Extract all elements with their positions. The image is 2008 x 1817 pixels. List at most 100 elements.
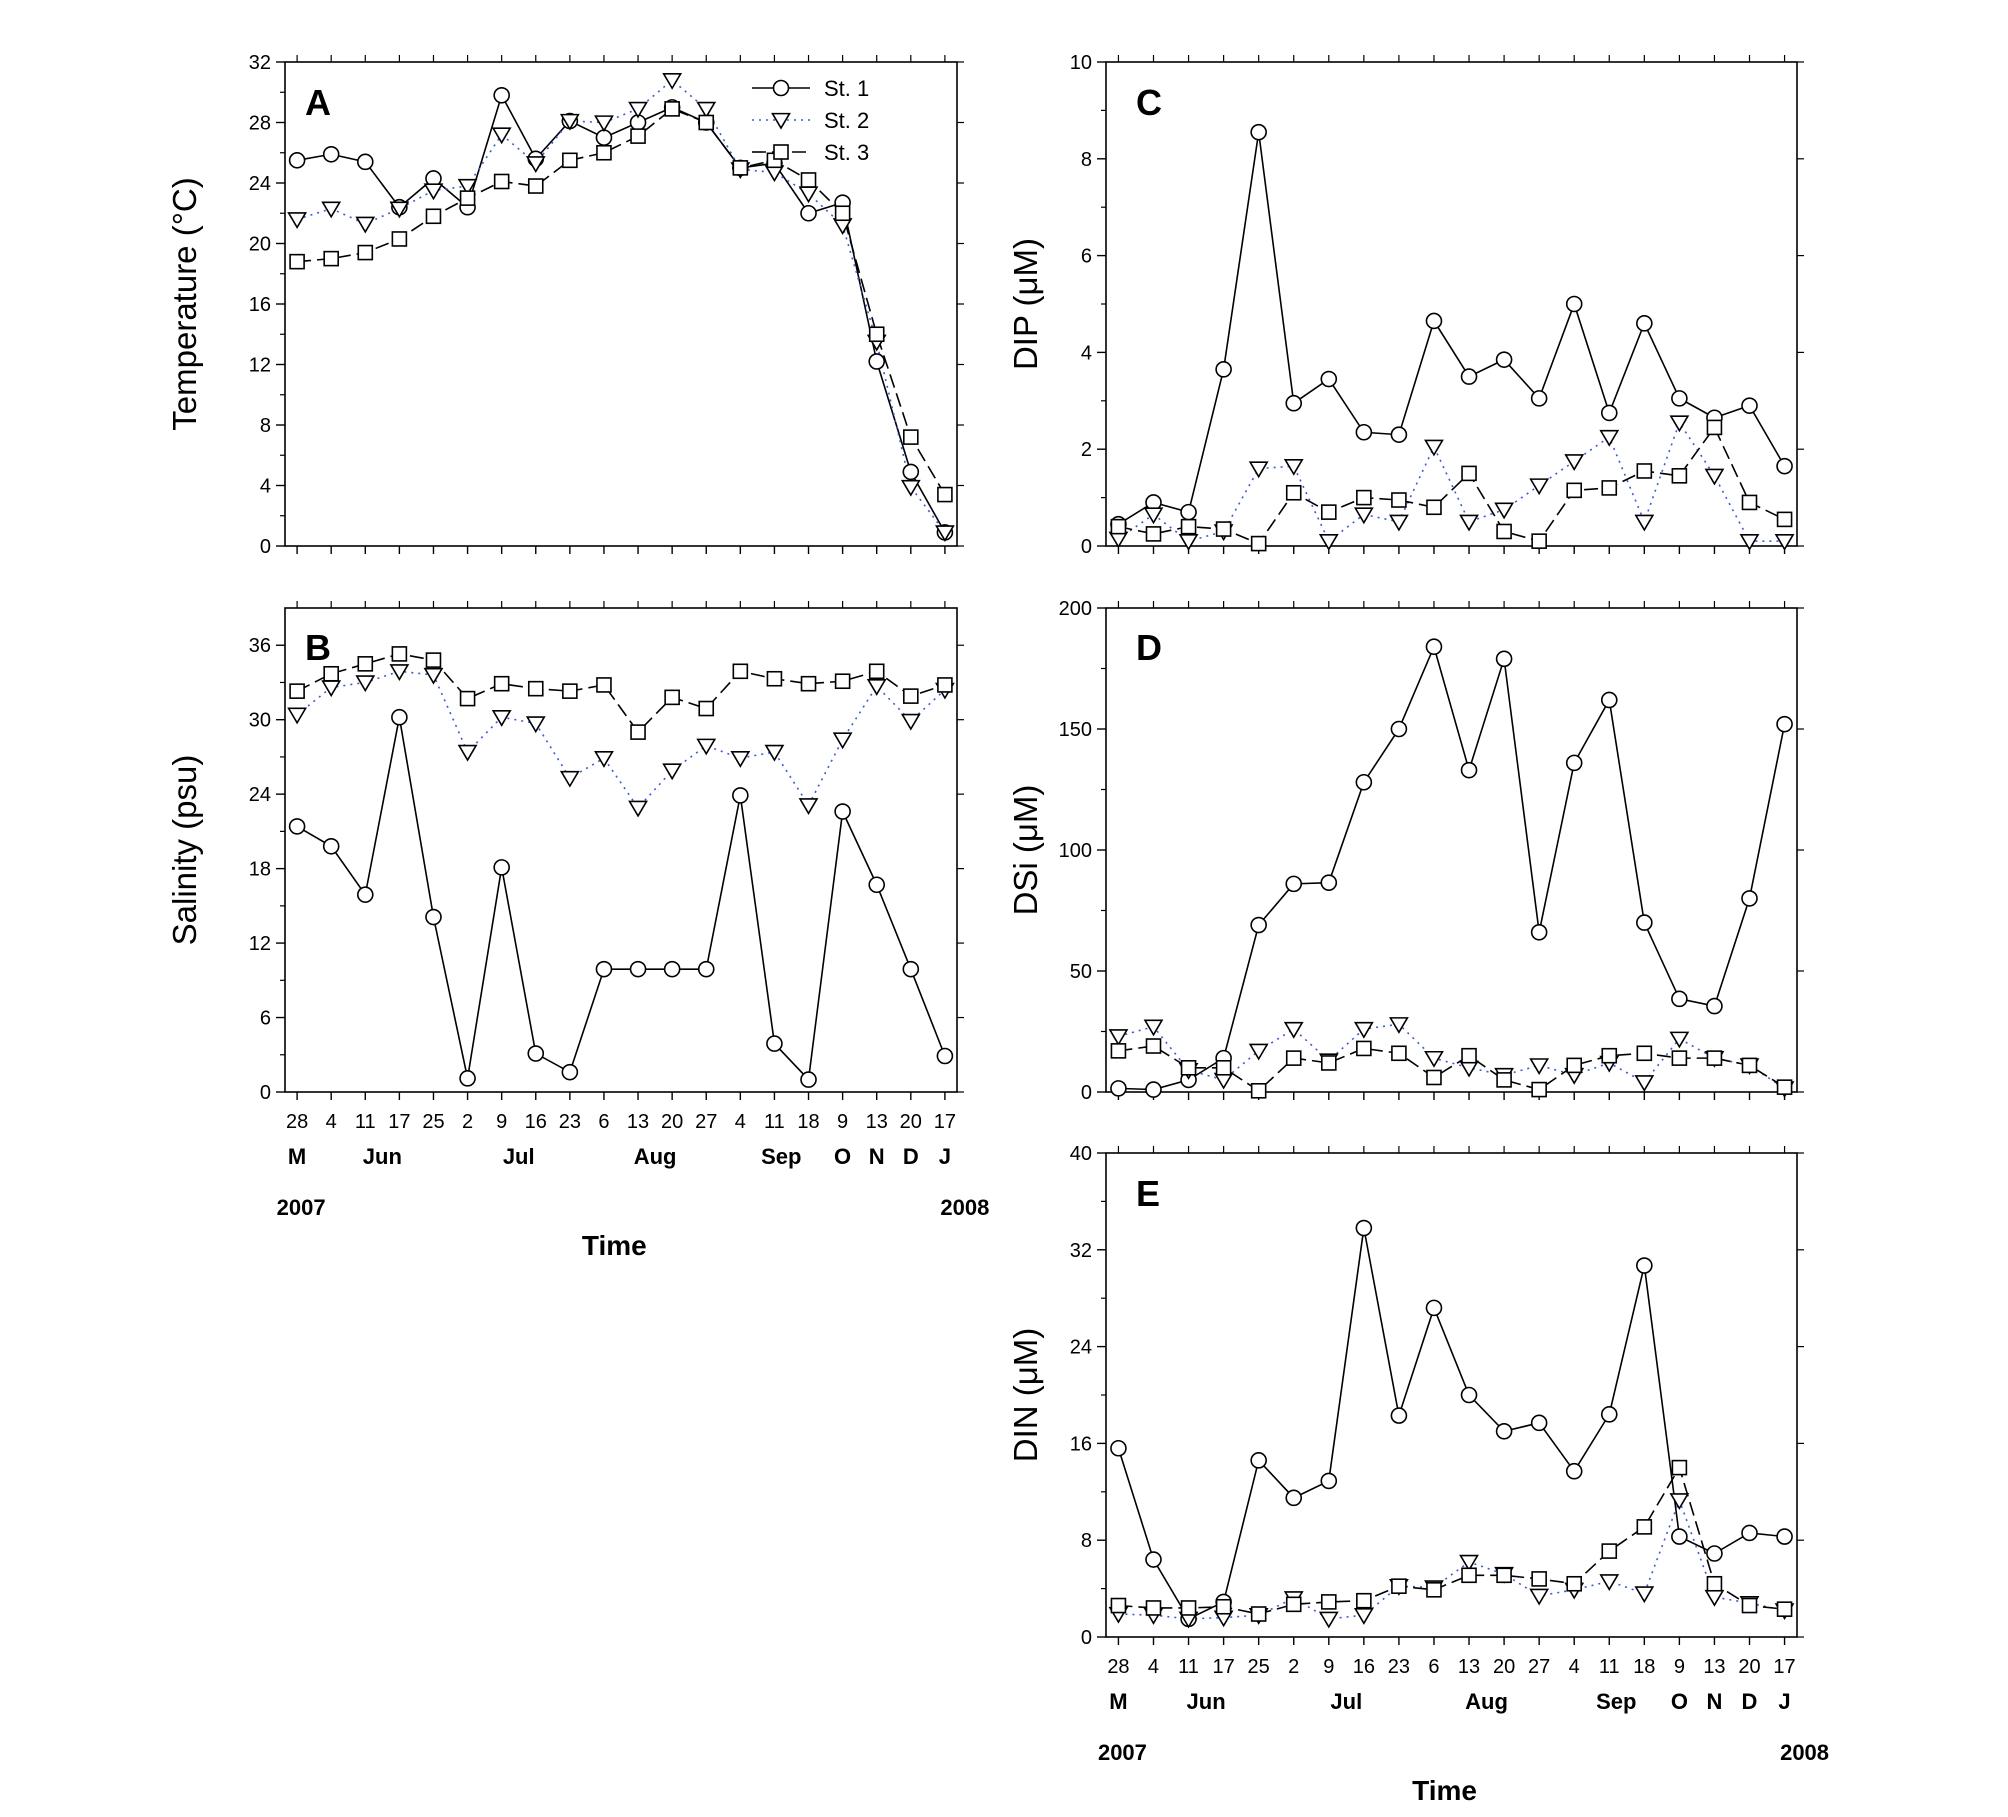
series-line-st1 — [1118, 132, 1786, 525]
point-st2 — [1669, 1031, 1690, 1049]
point-st3 — [732, 160, 749, 176]
point-st3 — [323, 250, 339, 267]
point-st3 — [323, 665, 339, 682]
point-st3 — [357, 244, 374, 261]
point-st3 — [1671, 1459, 1688, 1476]
point-st3 — [1110, 518, 1127, 535]
y-tick-label: 0 — [260, 1082, 271, 1104]
month-label: J — [939, 1144, 951, 1169]
point-st3 — [1636, 463, 1653, 479]
point-st3 — [834, 673, 851, 690]
year-label-end: 2008 — [1780, 1740, 1829, 1765]
point-st1 — [322, 837, 340, 855]
point-st3 — [1215, 1598, 1232, 1615]
y-tick-label: 0 — [1081, 536, 1092, 558]
point-st1 — [629, 960, 647, 978]
x-tick-label: 4 — [326, 1111, 337, 1133]
y-tick-label: 10 — [1070, 52, 1092, 74]
series-line-st2 — [1118, 1497, 1785, 1620]
plot-frame — [284, 61, 958, 547]
point-st2 — [1739, 533, 1760, 551]
point-st1 — [1741, 397, 1758, 414]
point-st1 — [1776, 715, 1793, 733]
point-st2 — [594, 115, 614, 133]
point-st2 — [1248, 461, 1269, 479]
series-line-st1 — [1117, 1227, 1785, 1620]
x-tick-label: 13 — [866, 1111, 888, 1133]
point-st3 — [630, 128, 646, 144]
point-st1 — [1285, 1489, 1303, 1507]
month-label: Jul — [1330, 1689, 1362, 1714]
point-st3 — [596, 677, 612, 693]
point-st1 — [1425, 1299, 1443, 1317]
point-st2 — [1669, 1493, 1690, 1510]
point-st1 — [1355, 773, 1373, 791]
point-st3 — [1356, 1040, 1372, 1057]
point-st3 — [937, 486, 953, 503]
point-st2 — [1669, 415, 1690, 433]
point-st1 — [1390, 426, 1408, 443]
x-tick-label: 20 — [900, 1111, 922, 1133]
point-st2 — [457, 744, 478, 762]
x-tick-label: 9 — [837, 1111, 848, 1133]
point-st1 — [288, 818, 306, 835]
point-st2 — [389, 664, 410, 681]
point-st3 — [1776, 511, 1793, 528]
point-st3 — [1320, 1055, 1337, 1071]
point-st2 — [1704, 1589, 1725, 1607]
point-st3 — [834, 205, 851, 222]
point-st2 — [1634, 1075, 1655, 1092]
point-st1 — [356, 153, 374, 171]
point-st1 — [902, 463, 920, 481]
point-st1 — [1285, 875, 1303, 893]
y-tick-label: 36 — [249, 635, 271, 657]
point-st3 — [1391, 1045, 1407, 1062]
x-tick-label: 4 — [1569, 1656, 1580, 1678]
point-st2 — [321, 680, 342, 698]
x-tick-label: 2 — [462, 1111, 473, 1133]
month-label: O — [1671, 1689, 1688, 1714]
year-label-start: 2007 — [277, 1195, 326, 1220]
point-st3 — [1110, 1597, 1127, 1614]
point-st1 — [868, 876, 886, 894]
point-st3 — [1706, 1575, 1723, 1592]
point-st1 — [902, 960, 920, 978]
point-st2 — [491, 127, 512, 145]
point-st1 — [1110, 1080, 1127, 1097]
y-tick-label: 8 — [1081, 149, 1092, 171]
series-line-st3 — [1118, 1045, 1785, 1092]
point-st1 — [356, 886, 374, 903]
y-tick-label: 40 — [1070, 1143, 1092, 1165]
y-tick-label: 16 — [1070, 1433, 1092, 1455]
point-st2 — [1108, 531, 1129, 549]
x-tick-label: 6 — [1428, 1656, 1439, 1678]
point-st2 — [1459, 514, 1479, 532]
month-label: O — [834, 1144, 851, 1169]
point-st1 — [1460, 761, 1478, 779]
point-st3 — [1461, 465, 1477, 482]
y-tick-label: 4 — [1081, 342, 1092, 364]
point-st1 — [1671, 1528, 1688, 1545]
point-st3 — [1110, 1043, 1127, 1059]
point-st1 — [1530, 1414, 1548, 1432]
x-tick-label: 11 — [1599, 1656, 1620, 1678]
point-st1 — [1110, 1439, 1127, 1457]
point-st3 — [1145, 1038, 1162, 1054]
x-tick-label: 4 — [735, 1111, 746, 1133]
month-label: Jun — [363, 1144, 402, 1169]
panel-letter: A — [305, 82, 331, 123]
point-st3 — [1285, 1050, 1302, 1066]
point-st3 — [1496, 1567, 1512, 1584]
point-st2 — [423, 183, 444, 201]
point-st2 — [628, 800, 648, 818]
point-st3 — [1426, 499, 1442, 516]
point-st1 — [391, 708, 408, 726]
point-st3 — [698, 700, 715, 717]
point-st1 — [1565, 754, 1583, 772]
x-tick-label: 17 — [934, 1111, 956, 1133]
point-st3 — [1215, 521, 1232, 537]
point-st2 — [355, 675, 376, 693]
legend-label-st3: St. 3 — [824, 140, 869, 165]
point-st2 — [1599, 429, 1620, 447]
point-st1 — [1776, 1528, 1793, 1545]
